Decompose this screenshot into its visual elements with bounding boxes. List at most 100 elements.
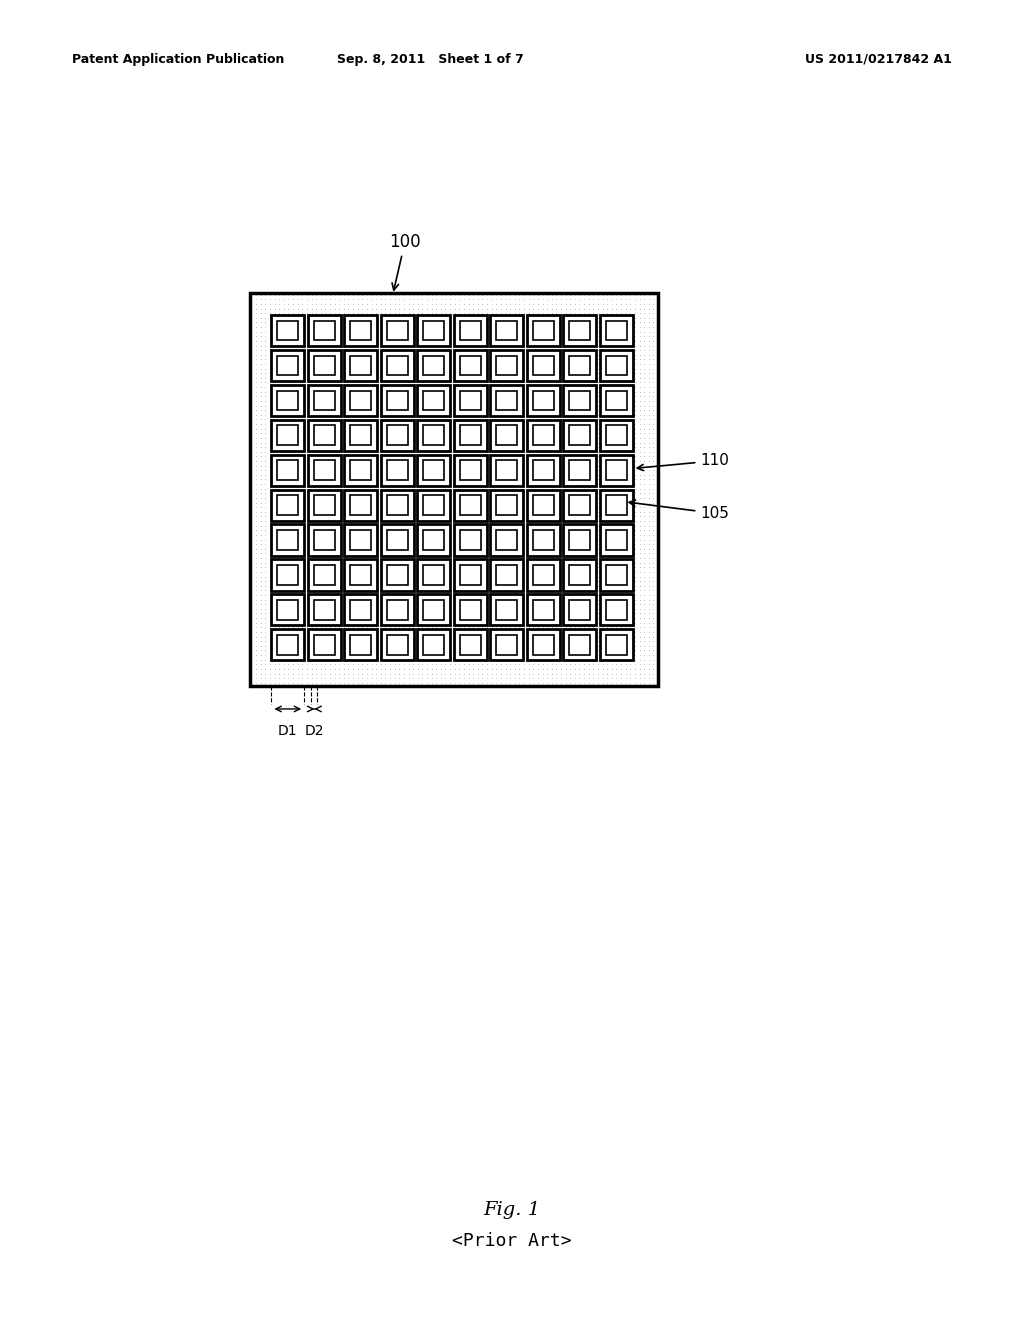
Point <box>452 668 468 689</box>
Point <box>603 552 620 573</box>
Point <box>465 376 481 397</box>
Bar <box>563 384 596 416</box>
Point <box>641 446 657 467</box>
Point <box>281 437 297 458</box>
Point <box>395 432 412 453</box>
Point <box>442 289 459 310</box>
Point <box>594 330 610 351</box>
Point <box>368 496 384 517</box>
Point <box>493 428 509 449</box>
Point <box>488 539 505 560</box>
Point <box>553 589 569 610</box>
Point <box>539 511 555 532</box>
Point <box>590 603 606 624</box>
Point <box>285 594 301 615</box>
Point <box>404 455 421 477</box>
Point <box>262 450 279 471</box>
Point <box>498 308 514 329</box>
Point <box>433 289 450 310</box>
Point <box>507 511 523 532</box>
Point <box>562 561 579 582</box>
Point <box>364 372 380 393</box>
Point <box>516 524 532 545</box>
Point <box>308 515 325 536</box>
Point <box>336 644 352 665</box>
Point <box>244 432 260 453</box>
Point <box>571 492 588 513</box>
Bar <box>606 601 627 619</box>
Point <box>303 422 319 444</box>
Point <box>248 548 264 569</box>
Point <box>303 631 319 652</box>
Point <box>442 502 459 523</box>
Point <box>617 589 634 610</box>
Point <box>507 385 523 407</box>
Point <box>308 631 325 652</box>
Point <box>520 422 537 444</box>
Point <box>266 289 283 310</box>
Point <box>437 622 454 643</box>
Point <box>266 400 283 421</box>
Point <box>575 367 592 388</box>
Point <box>502 289 518 310</box>
Point <box>575 626 592 647</box>
Point <box>331 635 347 656</box>
Point <box>382 391 398 412</box>
Point <box>386 622 402 643</box>
Point <box>498 539 514 560</box>
Point <box>281 663 297 684</box>
Point <box>520 529 537 550</box>
Point <box>581 437 597 458</box>
Point <box>516 293 532 314</box>
Point <box>327 561 343 582</box>
Point <box>562 631 579 652</box>
Point <box>437 492 454 513</box>
Point <box>368 372 384 393</box>
Point <box>244 395 260 416</box>
Point <box>331 548 347 569</box>
Point <box>364 622 380 643</box>
Point <box>617 317 634 338</box>
Point <box>446 358 463 379</box>
Point <box>248 413 264 434</box>
Point <box>544 644 560 665</box>
Point <box>479 293 496 314</box>
Point <box>303 515 319 536</box>
Point <box>327 459 343 480</box>
Point <box>470 631 486 652</box>
Point <box>627 672 643 693</box>
Point <box>303 418 319 440</box>
Point <box>520 511 537 532</box>
Point <box>525 395 542 416</box>
Point <box>562 409 579 430</box>
Point <box>303 474 319 495</box>
Point <box>294 552 310 573</box>
Point <box>507 381 523 403</box>
Point <box>479 543 496 564</box>
Point <box>548 659 564 680</box>
Point <box>395 363 412 384</box>
Point <box>516 644 532 665</box>
Point <box>562 557 579 578</box>
Point <box>322 594 338 615</box>
Point <box>502 663 518 684</box>
Point <box>414 543 430 564</box>
Point <box>493 367 509 388</box>
Point <box>358 576 375 597</box>
Point <box>617 653 634 675</box>
Point <box>322 616 338 638</box>
Point <box>585 474 601 495</box>
Point <box>317 446 334 467</box>
Point <box>244 317 260 338</box>
Point <box>442 506 459 527</box>
Point <box>275 483 292 504</box>
Point <box>299 308 315 329</box>
Point <box>608 289 625 310</box>
Point <box>345 302 361 323</box>
Text: 110: 110 <box>637 453 729 470</box>
Point <box>483 465 500 486</box>
Point <box>364 308 380 329</box>
Bar <box>387 601 408 619</box>
Point <box>364 289 380 310</box>
Point <box>645 492 662 513</box>
